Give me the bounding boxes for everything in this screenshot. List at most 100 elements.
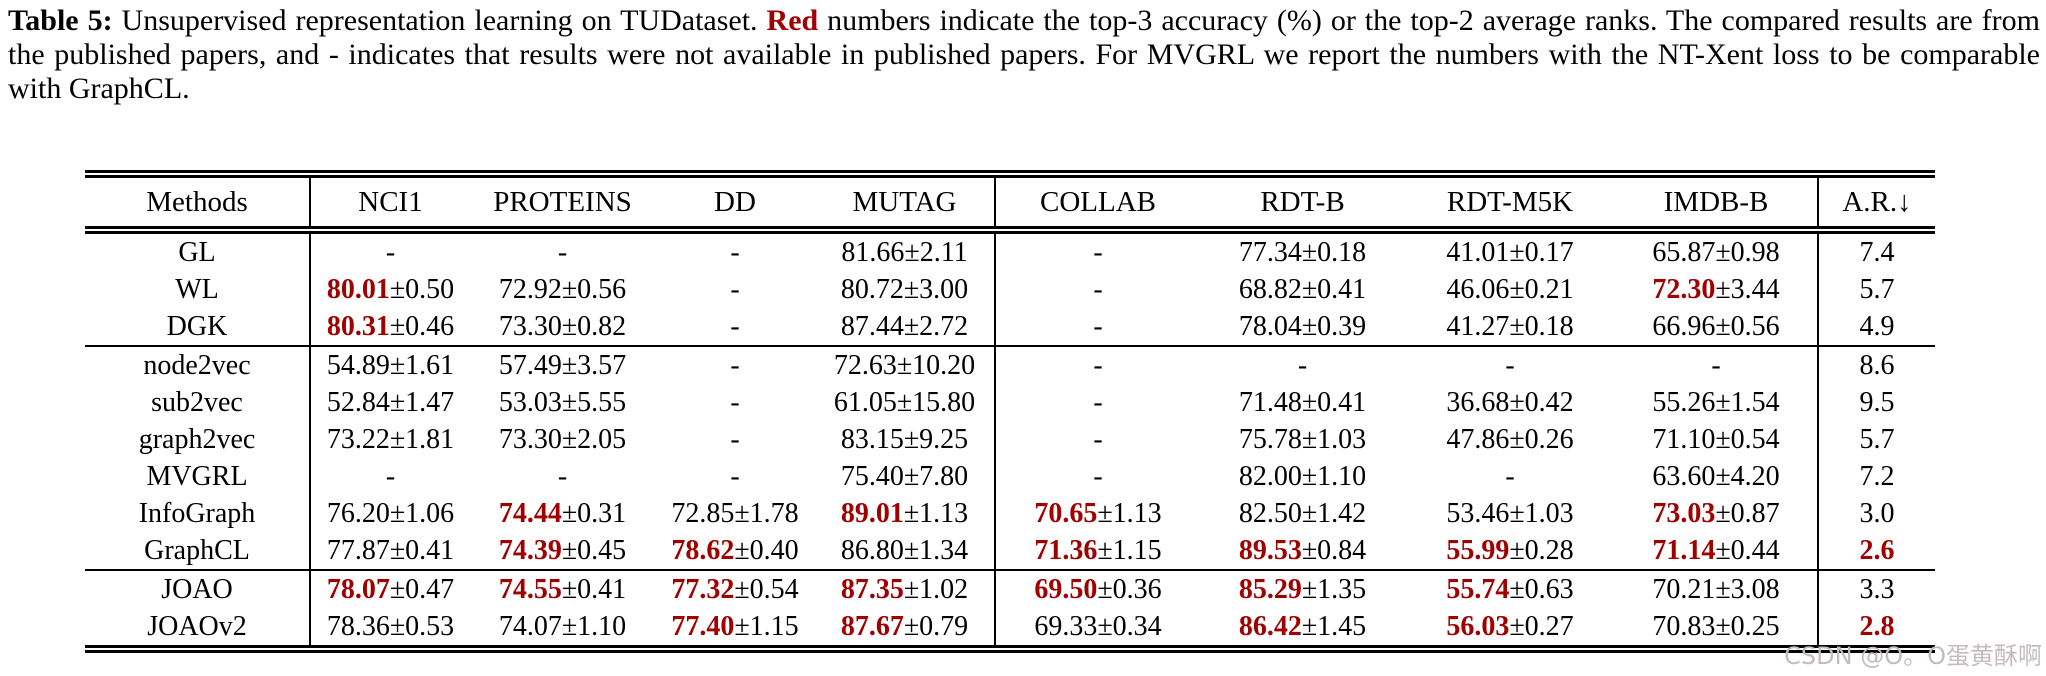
results-table: Methods NCI1 PROTEINS DD MUTAG COLLAB RDT-B RDT… <box>85 170 1935 653</box>
mean-value: 69.50 <box>1034 573 1098 605</box>
mean-value: 46.06 <box>1446 273 1510 305</box>
result-cell: - <box>1615 345 1819 384</box>
mean-value: 74.55 <box>498 573 562 605</box>
result-cell: 75.78±1.03 <box>1200 421 1405 458</box>
std-value: ±3.08 <box>1715 573 1780 605</box>
result-cell: 78.36±0.53 <box>310 608 470 649</box>
mean-value: 8.6 <box>1859 349 1895 381</box>
result-cell: 61.05±15.80 <box>815 384 996 421</box>
mean-value: 47.86 <box>1446 423 1510 455</box>
mean-value: 53.46 <box>1446 497 1510 529</box>
mean-value: 72.92 <box>498 273 562 305</box>
mean-value: 53.03 <box>498 386 562 418</box>
method-name: graph2vec <box>85 421 311 458</box>
mean-value: 80.01 <box>326 273 390 305</box>
std-value: ±1.13 <box>903 497 969 529</box>
mean-value: 54.89 <box>326 349 390 381</box>
result-cell: 5.7 <box>1818 271 1935 308</box>
mean-value: 2.6 <box>1859 534 1895 566</box>
results-table-container: Methods NCI1 PROTEINS DD MUTAG COLLAB RDT-B RDT… <box>85 170 1935 653</box>
mean-value: - <box>730 236 740 268</box>
result-cell: 77.32±0.54 <box>655 569 815 608</box>
result-cell: - <box>470 458 655 495</box>
table-caption: Table 5: Unsupervised representation lea… <box>8 4 2040 106</box>
mean-value: - <box>1505 349 1515 381</box>
mean-value: 55.99 <box>1446 534 1510 566</box>
table-row: GL - - -81.66±2.11-77.34±0.18 41.01±0.17 65.8… <box>85 230 1935 271</box>
result-cell: 55.26±1.54 <box>1615 384 1819 421</box>
mean-value: - <box>385 460 396 492</box>
table-row: InfoGraph 76.20±1.06 74.44±0.31 72.85±1.78 8… <box>85 495 1935 532</box>
column-header: RDT-M5K <box>1405 174 1615 234</box>
column-header: NCI1 <box>310 174 470 234</box>
result-cell: 3.3 <box>1818 569 1935 608</box>
std-value: ±1.02 <box>903 573 969 605</box>
std-value: ±0.25 <box>1715 610 1780 642</box>
result-cell: 80.01±0.50 <box>310 271 470 308</box>
header-row: Methods NCI1 PROTEINS DD MUTAG COLLAB RDT-B RDT… <box>85 174 1935 234</box>
result-cell: 86.42±1.45 <box>1200 608 1405 649</box>
result-cell: 89.01±1.13 <box>815 495 996 532</box>
std-value: ±3.00 <box>903 273 969 305</box>
result-cell: - <box>1200 345 1405 384</box>
result-cell: 89.53±0.84 <box>1200 532 1405 570</box>
mean-value: 72.63 <box>833 349 897 381</box>
column-header: RDT-B <box>1200 174 1405 234</box>
method-name: InfoGraph <box>85 495 311 532</box>
mean-value: 89.01 <box>840 497 904 529</box>
mean-value: - <box>1093 273 1103 305</box>
result-cell: 66.96±0.56 <box>1615 308 1819 346</box>
std-value: ±1.61 <box>389 349 455 381</box>
method-name: GL <box>85 230 311 271</box>
mean-value: 77.40 <box>671 610 735 642</box>
std-value: ±0.50 <box>389 273 455 305</box>
result-cell: 7.2 <box>1818 458 1935 495</box>
result-cell: 73.30±0.82 <box>470 308 655 346</box>
result-cell: 65.87±0.98 <box>1615 230 1819 271</box>
result-cell: 73.22±1.81 <box>310 421 470 458</box>
mean-value: 80.31 <box>326 310 390 342</box>
mean-value: 66.96 <box>1652 310 1716 342</box>
mean-value: 86.42 <box>1238 610 1302 642</box>
std-value: ±5.55 <box>561 386 627 418</box>
result-cell: - <box>995 384 1200 421</box>
std-value: ±1.10 <box>1301 460 1367 492</box>
method-name: JOAOv2 <box>85 608 311 649</box>
mean-value: 55.26 <box>1652 386 1716 418</box>
mean-value: 3.0 <box>1859 497 1895 529</box>
method-name: GraphCL <box>85 532 311 570</box>
mean-value: 70.21 <box>1652 573 1716 605</box>
mean-value: 73.30 <box>498 423 562 455</box>
std-value: ±0.36 <box>1097 573 1162 605</box>
mean-value: 52.84 <box>326 386 390 418</box>
std-value: ±0.41 <box>561 573 627 605</box>
mean-value: 77.32 <box>671 573 735 605</box>
mean-value: 55.74 <box>1446 573 1510 605</box>
table-row: WL 80.01±0.50 72.92±0.56-80.72±3.00-68.82±… <box>85 271 1935 308</box>
std-value: ±0.79 <box>903 610 969 642</box>
result-cell: 73.30±2.05 <box>470 421 655 458</box>
result-cell: 75.40±7.80 <box>815 458 996 495</box>
mean-value: - <box>1093 423 1103 455</box>
std-value: ±1.15 <box>734 610 799 642</box>
result-cell: 71.48±0.41 <box>1200 384 1405 421</box>
std-value: ±1.35 <box>1301 573 1367 605</box>
column-header: DD <box>655 174 815 234</box>
std-value: ±1.13 <box>1097 497 1162 529</box>
std-value: ±0.41 <box>1301 273 1367 305</box>
method-name: JOAO <box>85 569 311 608</box>
std-value: ±15.80 <box>896 386 976 418</box>
result-cell: - <box>995 421 1200 458</box>
std-value: ±1.81 <box>389 423 455 455</box>
std-value: ±2.72 <box>903 310 969 342</box>
mean-value: 7.4 <box>1859 236 1895 268</box>
std-value: ±1.78 <box>734 497 799 529</box>
mean-value: - <box>1093 310 1103 342</box>
mean-value: - <box>730 310 740 342</box>
std-value: ±3.44 <box>1715 273 1780 305</box>
mean-value: 78.62 <box>671 534 735 566</box>
mean-value: - <box>1093 460 1103 492</box>
result-cell: 55.74±0.63 <box>1405 569 1615 608</box>
result-cell: - <box>470 230 655 271</box>
